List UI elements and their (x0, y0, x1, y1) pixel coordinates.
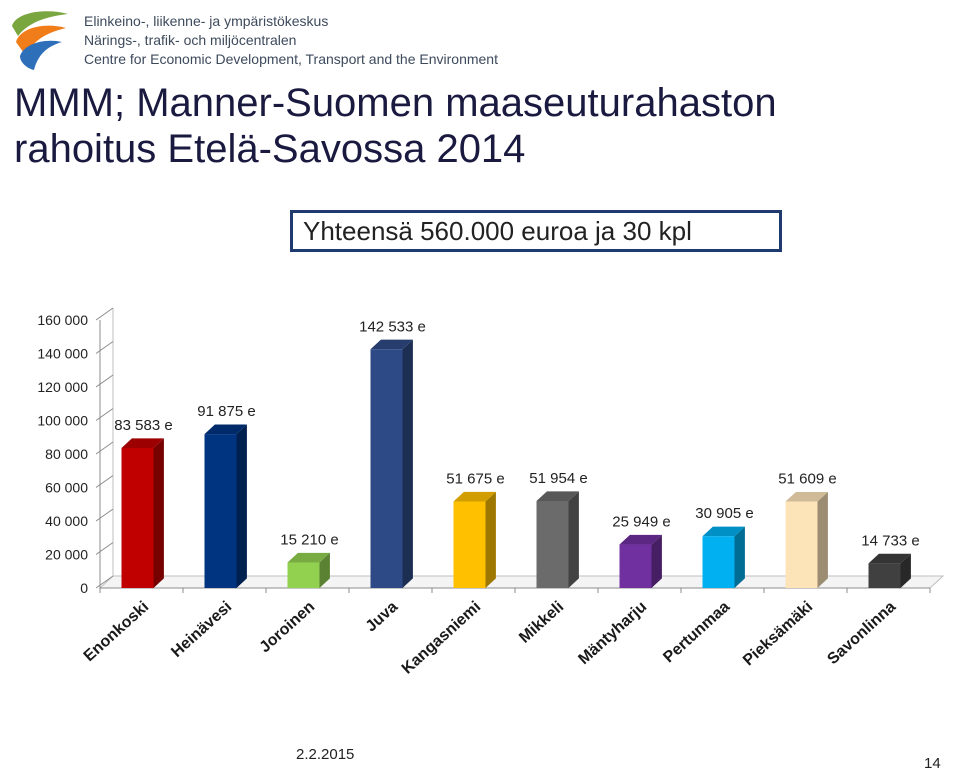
slide-title-line-2: rahoitus Etelä-Savossa 2014 (14, 127, 526, 171)
y-tick-mark (95, 307, 114, 321)
bar-side (900, 553, 911, 588)
slide-title-line-1: MMM; Manner-Suomen maaseuturahaston (14, 81, 777, 125)
data-label: 25 949 e (612, 514, 670, 531)
bar-side (236, 424, 247, 588)
bar-side (568, 491, 579, 588)
funding-bar-chart: 0 20 000 40 000 60 000 80 000 100 000 120 000 1… (37, 307, 945, 678)
bar-top (702, 526, 745, 537)
page-number: 14 (924, 755, 941, 772)
category-label: Enonkoski (81, 598, 153, 665)
bar-top (287, 552, 330, 563)
slide-title: MMM; Manner-Suomen maaseuturahaston raho… (14, 80, 944, 172)
bar-pieksämäki (785, 501, 818, 588)
bar-pertunmaa (702, 536, 735, 588)
bar-joroinen (287, 562, 320, 588)
y-tick-label: 140 000 (37, 346, 88, 362)
bar-enonkoski (121, 447, 154, 588)
y-tick-mark (95, 408, 114, 421)
bar-side (734, 526, 745, 588)
bar-top (121, 438, 164, 448)
bar-side (485, 491, 496, 588)
y-tick-mark (95, 374, 114, 388)
bar-savonlinna (868, 563, 901, 588)
bar-top (204, 424, 247, 435)
org-name-en: Centre for Economic Development, Transpo… (84, 51, 498, 67)
category-label: Mäntyharju (575, 598, 650, 668)
bar-mäntyharju (619, 544, 652, 588)
data-label: 83 583 e (114, 417, 172, 434)
category-label: Mikkeli (516, 598, 567, 646)
y-tick-label: 60 000 (45, 480, 88, 496)
y-tick-mark (95, 341, 114, 354)
bar-top (536, 491, 579, 501)
y-tick-mark (95, 508, 114, 522)
bar-top (868, 553, 911, 564)
category-label: Savonlinna (824, 598, 899, 668)
bar-top (453, 491, 496, 502)
y-tick-label: 0 (80, 580, 88, 596)
y-tick-label: 80 000 (45, 446, 88, 462)
data-label: 51 609 e (778, 471, 836, 488)
y-tick-mark (95, 475, 114, 488)
org-name-fi: Elinkeino-, liikenne- ja ympäristökeskus (84, 13, 329, 29)
category-label: Kangasniemi (399, 598, 484, 677)
data-label: 14 733 e (861, 532, 919, 549)
footer-date: 2.2.2015 (296, 746, 355, 763)
bar-top (619, 534, 662, 545)
category-label: Heinävesi (168, 598, 235, 661)
total-summary-box: Yhteensä 560.000 euroa ja 30 kpl (290, 210, 782, 252)
data-label: 51 675 e (446, 470, 504, 487)
ely-centre-logo-icon (7, 7, 73, 73)
bar-side (402, 339, 413, 588)
y-tick-label: 120 000 (37, 379, 88, 395)
data-label: 51 954 e (529, 470, 587, 487)
data-label: 15 210 e (280, 532, 338, 549)
y-tick-mark (95, 542, 114, 555)
y-tick-mark (95, 441, 114, 455)
organization-name: Elinkeino-, liikenne- ja ympäristökeskus… (84, 12, 498, 69)
org-name-sv: Närings-, trafik- och miljöcentralen (84, 32, 297, 48)
bar-side (651, 534, 662, 588)
category-label: Pertunmaa (660, 598, 733, 666)
bar-juva (370, 349, 403, 588)
data-label: 30 905 e (695, 505, 753, 522)
bar-heinävesi (204, 434, 237, 588)
y-tick-label: 100 000 (37, 413, 88, 429)
y-tick-label: 40 000 (45, 513, 88, 529)
bar-mikkeli (536, 500, 569, 588)
bar-side (153, 438, 164, 588)
bar-side (319, 552, 330, 588)
bar-top (785, 491, 828, 502)
category-label: Juva (363, 598, 402, 635)
data-label: 142 533 e (359, 318, 426, 335)
bar-kangasniemi (453, 501, 486, 588)
category-label: Pieksämäki (740, 598, 816, 669)
category-label: Joroinen (257, 598, 319, 656)
y-tick-mark (95, 575, 114, 589)
y-tick-label: 160 000 (37, 312, 88, 328)
bar-side (817, 491, 828, 588)
bar-top (370, 339, 413, 350)
data-label: 91 875 e (197, 403, 255, 420)
y-tick-label: 20 000 (45, 547, 88, 563)
